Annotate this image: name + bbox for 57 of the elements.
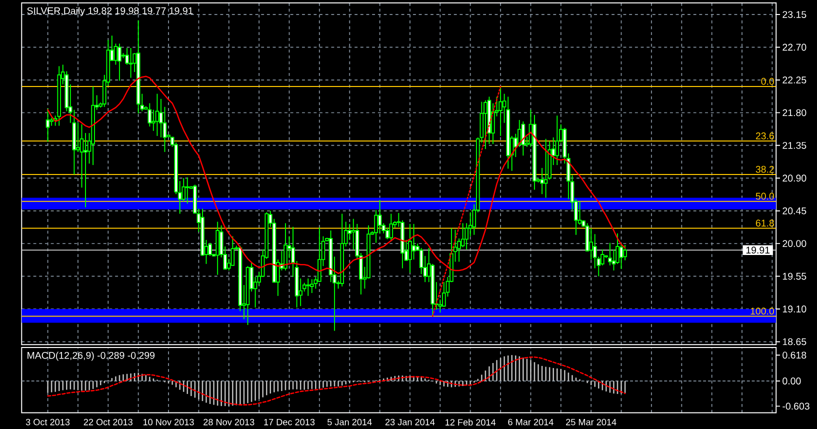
y-tick-label: 22.25	[782, 76, 806, 84]
candlestick	[306, 278, 310, 296]
annotation: 61.8	[756, 220, 774, 226]
candlestick	[118, 42, 122, 82]
x-tick-label: 3 Oct 2013	[26, 418, 70, 426]
y-tick-label: 21.80	[782, 109, 806, 116]
y-tick-label: 20.45	[782, 207, 806, 214]
candlestick	[408, 223, 412, 273]
candlestick	[412, 223, 416, 260]
x-tick-label: 22 Oct 2013	[84, 418, 132, 426]
y-tick-label: 23.15	[782, 10, 806, 18]
candlestick	[84, 132, 88, 208]
x-tick-label: 5 Jan 2014	[328, 418, 372, 426]
x-tick-label: 25 Mar 2014	[566, 418, 616, 426]
candlestick	[385, 226, 390, 240]
candlestick	[378, 199, 382, 234]
y-tick-label: 20.00	[782, 240, 806, 247]
candlestick	[148, 102, 152, 127]
candlestick	[623, 244, 627, 261]
y-tick-label: 21.35	[782, 142, 806, 149]
candlestick	[540, 167, 544, 194]
y-tick-label: 20.90	[782, 174, 806, 182]
annotation: 50.0	[756, 192, 774, 200]
candlestick	[484, 100, 488, 150]
y-tick-label: -0.603	[782, 402, 810, 410]
ref-line-label: 19.91	[746, 246, 770, 254]
candlestick	[389, 213, 394, 242]
candlestick	[46, 108, 50, 142]
chart-title: MACD(12,26,9) -0.289 -0.299	[28, 352, 155, 361]
candlestick	[619, 242, 624, 270]
y-tick-label: 19.10	[782, 305, 806, 312]
y-tick-label: 22.70	[782, 44, 806, 51]
annotation: 38.2	[756, 166, 774, 173]
annotation: 0.0	[761, 78, 774, 85]
x-tick-label: 23 Jan 2014	[385, 418, 435, 426]
x-tick-label: 17 Dec 2013	[264, 418, 315, 426]
annotation: 100.0	[750, 307, 774, 314]
x-tick-label: 6 Mar 2014	[508, 418, 554, 426]
candlestick	[76, 122, 80, 152]
candlestick	[155, 93, 160, 136]
x-tick-label: 28 Nov 2013	[204, 418, 254, 426]
candlestick	[498, 86, 502, 136]
x-tick-label: 10 Nov 2013	[143, 418, 194, 426]
candlestick	[310, 278, 314, 294]
x-tick-label: 12 Feb 2014	[446, 418, 496, 426]
candlestick	[514, 133, 518, 158]
candlestick	[185, 176, 190, 204]
y-tick-label: 18.65	[782, 338, 806, 346]
annotation: 23.6	[756, 132, 774, 140]
candlestick	[284, 222, 288, 271]
candlestick	[555, 114, 560, 166]
candlestick	[544, 138, 548, 198]
candlestick	[128, 47, 133, 78]
y-tick-label: 19.55	[782, 272, 806, 280]
chart-title: SILVER,Daily 19.82 19.98 19.77 19.91	[27, 6, 193, 16]
y-tick-label: 0.00	[782, 377, 801, 384]
y-tick-label: 0.618	[782, 352, 806, 358]
